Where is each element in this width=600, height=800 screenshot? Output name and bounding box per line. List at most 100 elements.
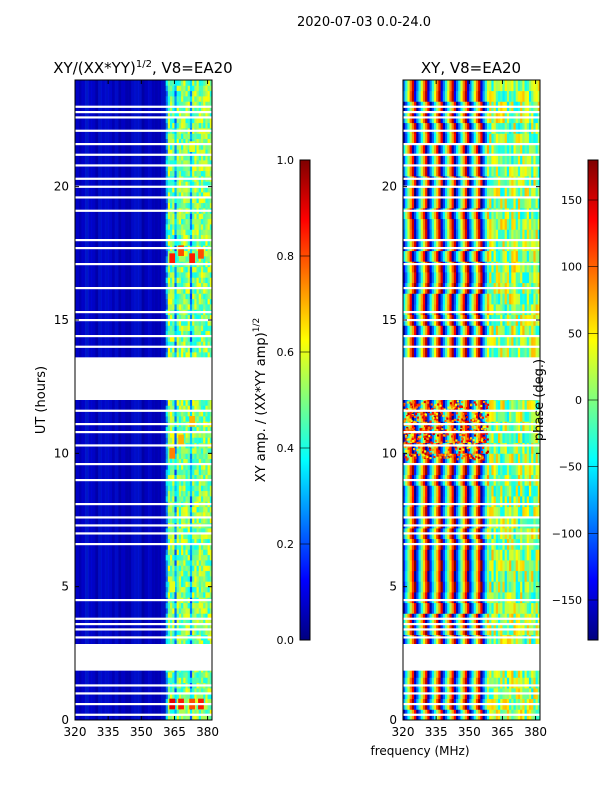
amplitude-cell bbox=[172, 613, 175, 620]
phase-cell bbox=[484, 442, 488, 454]
amplitude-cell bbox=[198, 554, 202, 561]
phase-cell bbox=[511, 506, 514, 518]
amplitude-cell bbox=[185, 517, 189, 524]
amplitude-cell bbox=[196, 80, 200, 86]
phase-cell bbox=[440, 442, 444, 454]
flagged-row bbox=[75, 247, 212, 250]
amplitude-cell bbox=[200, 330, 204, 337]
amplitude-cell bbox=[170, 320, 173, 326]
phase-cell bbox=[493, 634, 497, 646]
amplitude-cell bbox=[172, 170, 175, 177]
amplitude-cell bbox=[178, 314, 182, 321]
phase-cell bbox=[517, 517, 521, 529]
amplitude-cell bbox=[198, 437, 202, 444]
amplitude-cell bbox=[200, 400, 204, 406]
phase-cell bbox=[471, 410, 475, 422]
amplitude-cell bbox=[176, 528, 180, 534]
amplitude-cell bbox=[209, 272, 212, 278]
amplitude-cell bbox=[183, 330, 186, 337]
amplitude-cell bbox=[183, 218, 186, 225]
phase-cell bbox=[438, 453, 441, 465]
amplitude-cell bbox=[185, 186, 189, 193]
amplitude-cell bbox=[203, 336, 206, 342]
phase-cell bbox=[462, 506, 466, 518]
phase-cell bbox=[489, 634, 492, 646]
phase-cell bbox=[467, 485, 470, 497]
amplitude-cell bbox=[203, 256, 206, 262]
phase-cell bbox=[489, 496, 492, 508]
amplitude-cell bbox=[203, 170, 206, 177]
phase-cell bbox=[486, 485, 490, 497]
amplitude-cell bbox=[196, 288, 200, 294]
amplitude-cell bbox=[165, 400, 169, 406]
amplitude-cell bbox=[167, 282, 171, 289]
amplitude-cell bbox=[170, 560, 173, 566]
amplitude-cell bbox=[196, 400, 200, 406]
amplitude-cell bbox=[185, 266, 189, 273]
amplitude-cell bbox=[187, 170, 191, 177]
phase-cell bbox=[480, 346, 483, 358]
amplitude-cell bbox=[167, 448, 171, 454]
amplitude-cell bbox=[200, 549, 204, 556]
amplitude-cell bbox=[203, 608, 206, 614]
amplitude-cell bbox=[176, 448, 180, 454]
amplitude-cell bbox=[194, 293, 197, 300]
phase-cell bbox=[498, 442, 501, 454]
phase-cell bbox=[509, 336, 512, 348]
amplitude-cell bbox=[170, 426, 173, 433]
phase-cell bbox=[420, 432, 424, 444]
amplitude-cell bbox=[198, 410, 202, 417]
amplitude-cell bbox=[183, 154, 186, 161]
phase-cell bbox=[469, 560, 472, 572]
amplitude-cell bbox=[183, 138, 186, 145]
amplitude-cell bbox=[187, 624, 191, 630]
amplitude-cell bbox=[209, 330, 212, 337]
amplitude-cell bbox=[170, 229, 173, 236]
phase-cell bbox=[535, 592, 539, 604]
phase-cell bbox=[442, 517, 446, 529]
phase-cell bbox=[495, 410, 499, 422]
amplitude-cell bbox=[181, 186, 184, 193]
phase-cell bbox=[462, 592, 466, 604]
amplitude-cell bbox=[205, 149, 208, 156]
amplitude-cell bbox=[203, 602, 206, 609]
phase-cell bbox=[409, 570, 413, 582]
phase-cell bbox=[533, 421, 536, 433]
amplitude-cell bbox=[167, 336, 171, 342]
amplitude-cell bbox=[205, 165, 208, 172]
amplitude-cell bbox=[181, 229, 184, 236]
amplitude-cell bbox=[174, 586, 178, 593]
amplitude-cell bbox=[167, 234, 171, 241]
amplitude-cell bbox=[196, 213, 200, 220]
amplitude-cell bbox=[170, 458, 173, 465]
phase-cell bbox=[478, 517, 481, 529]
phase-cell bbox=[526, 336, 530, 348]
amplitude-cell bbox=[200, 565, 204, 572]
amplitude-cell bbox=[181, 112, 184, 118]
phase-cell bbox=[438, 560, 441, 572]
phase-cell bbox=[473, 560, 477, 572]
amplitude-cell bbox=[181, 517, 184, 524]
amplitude-cell bbox=[192, 576, 195, 582]
phase-cell bbox=[504, 410, 508, 422]
amplitude-cell bbox=[176, 85, 180, 92]
amplitude-cell bbox=[205, 549, 208, 556]
phase-cell bbox=[418, 570, 422, 582]
amplitude-cell bbox=[189, 202, 193, 209]
amplitude-cell bbox=[189, 581, 193, 588]
amplitude-cell bbox=[200, 90, 204, 97]
amplitude-cell bbox=[207, 282, 211, 289]
amplitude-cell bbox=[176, 266, 180, 273]
phase-cell bbox=[515, 442, 519, 454]
amplitude-cell bbox=[176, 464, 180, 470]
amplitude-cell bbox=[203, 149, 206, 156]
phase-cell bbox=[420, 517, 424, 529]
amplitude-hot-spot bbox=[198, 248, 204, 259]
amplitude-cell bbox=[207, 640, 211, 646]
amplitude-cell bbox=[181, 485, 184, 492]
amplitude-cell bbox=[207, 250, 211, 257]
amplitude-cell bbox=[189, 320, 193, 326]
phase-cell bbox=[431, 336, 435, 348]
amplitude-cell bbox=[172, 218, 175, 225]
phase-cell bbox=[533, 442, 536, 454]
